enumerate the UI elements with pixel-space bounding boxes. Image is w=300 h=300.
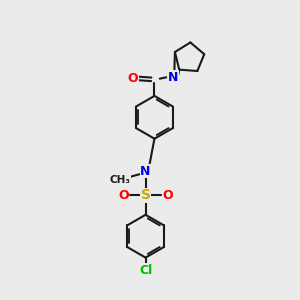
Text: N: N	[168, 71, 178, 84]
Text: O: O	[118, 189, 129, 202]
Text: O: O	[128, 72, 138, 85]
Text: S: S	[140, 188, 151, 203]
Text: CH₃: CH₃	[110, 175, 131, 185]
Text: Cl: Cl	[139, 264, 152, 277]
Text: O: O	[163, 189, 173, 202]
Text: N: N	[140, 165, 151, 178]
